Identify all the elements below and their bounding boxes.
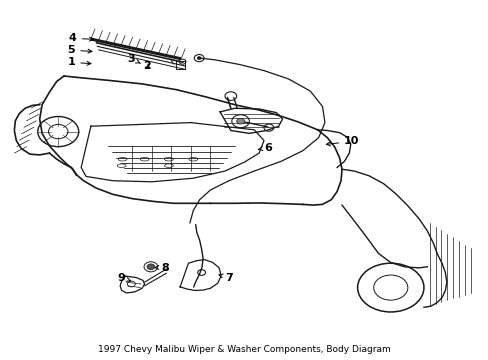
Text: 6: 6 <box>258 143 271 153</box>
Text: 1: 1 <box>67 57 91 67</box>
Text: 8: 8 <box>155 262 169 273</box>
Text: 10: 10 <box>325 136 359 146</box>
Text: 4: 4 <box>69 33 93 43</box>
Text: 9: 9 <box>118 273 131 283</box>
Circle shape <box>147 264 155 270</box>
Circle shape <box>197 57 201 59</box>
Text: 1997 Chevy Malibu Wiper & Washer Components, Body Diagram: 1997 Chevy Malibu Wiper & Washer Compone… <box>98 345 390 354</box>
Text: 7: 7 <box>219 273 232 283</box>
Text: 2: 2 <box>143 61 150 71</box>
Text: 5: 5 <box>67 45 92 55</box>
Circle shape <box>236 118 244 124</box>
Text: 3: 3 <box>127 54 140 64</box>
